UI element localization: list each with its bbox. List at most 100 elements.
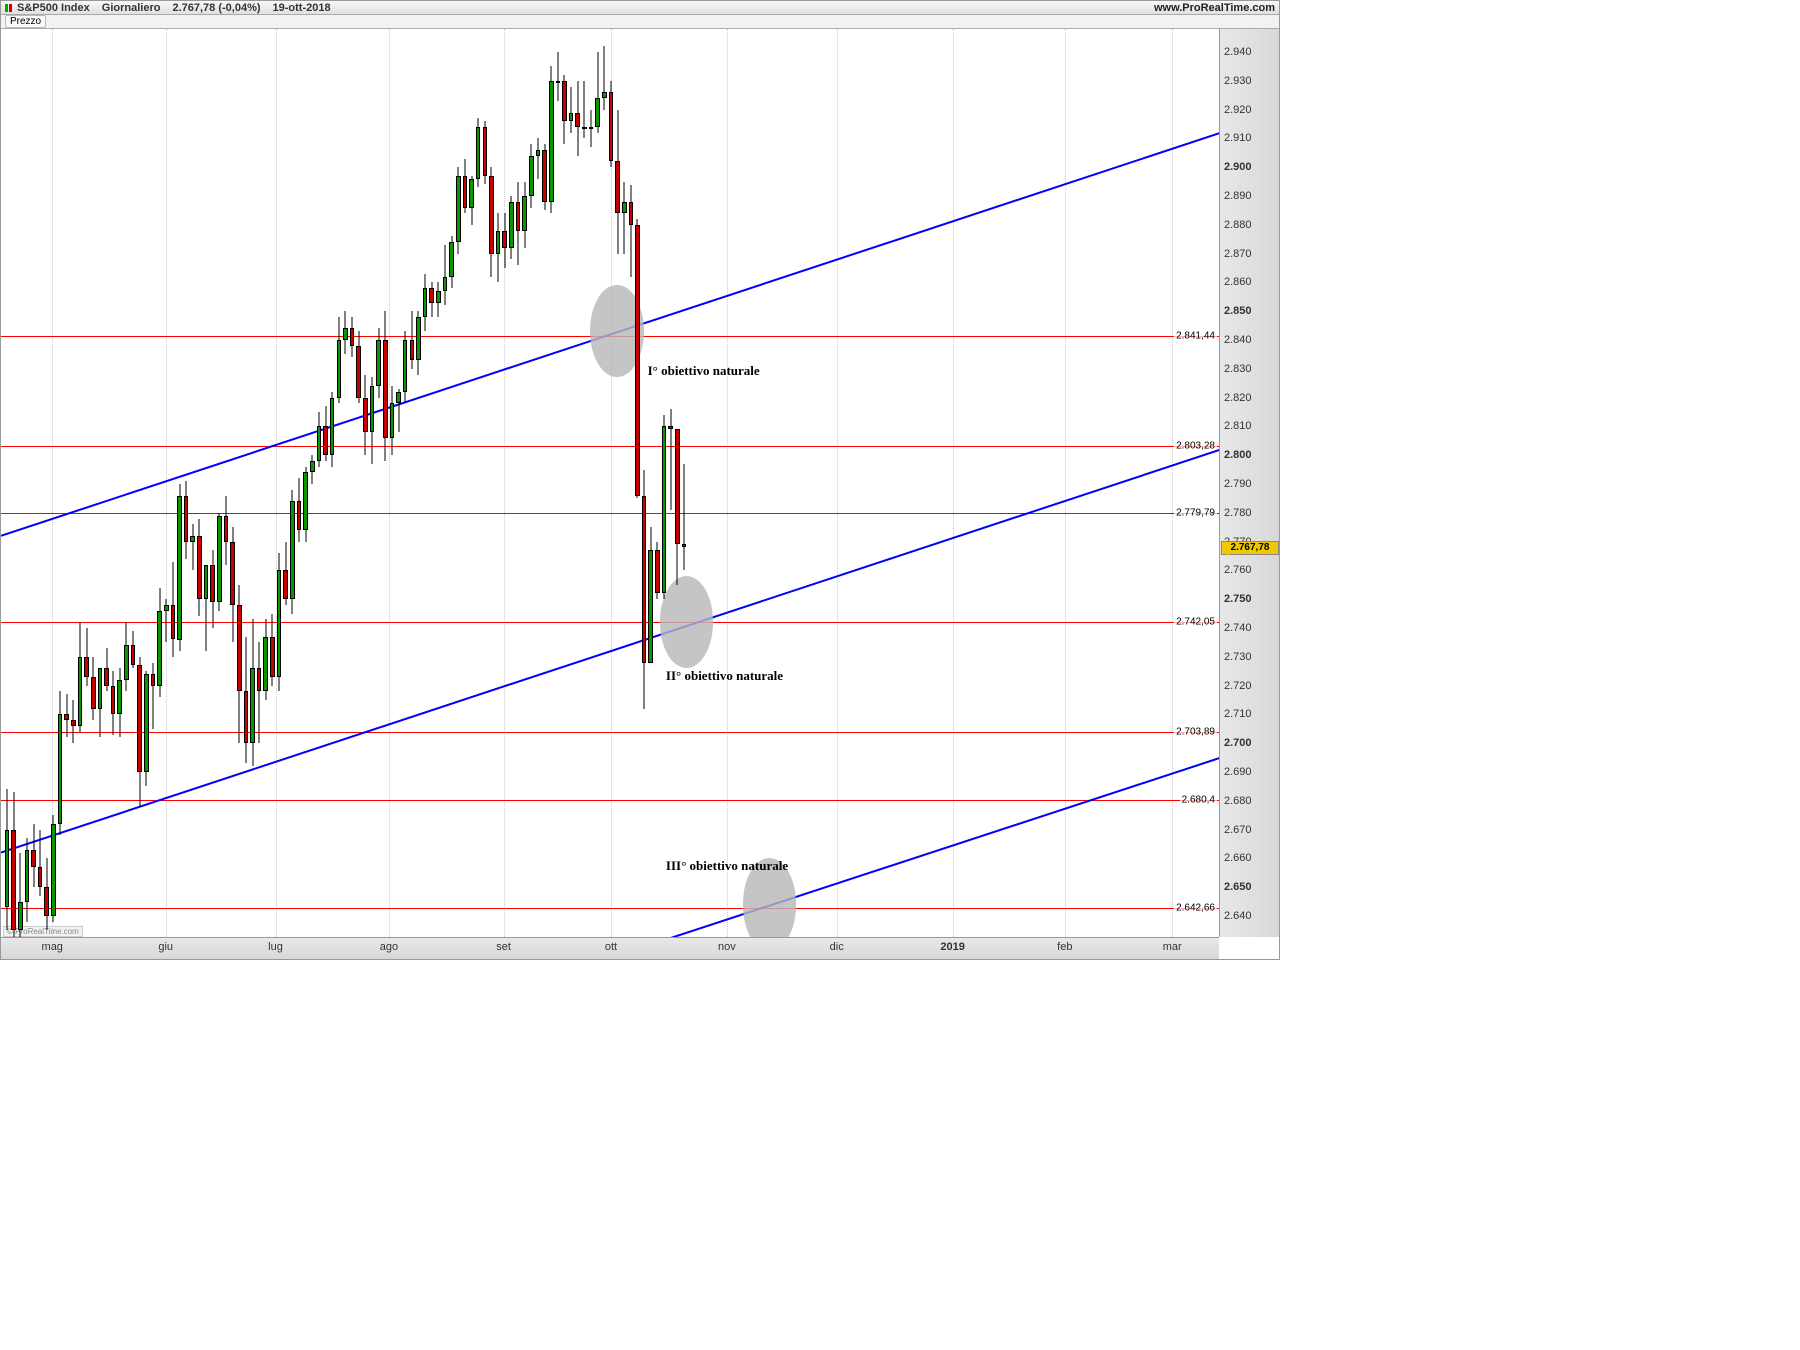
candlestick[interactable] [522, 29, 527, 937]
y-axis[interactable]: 2.9402.9302.9202.9102.9002.8902.8802.870… [1219, 29, 1279, 937]
candlestick[interactable] [383, 29, 388, 937]
candlestick[interactable] [257, 29, 262, 937]
candlestick[interactable] [668, 29, 673, 937]
candlestick[interactable] [376, 29, 381, 937]
candlestick[interactable] [595, 29, 600, 937]
candlestick[interactable] [675, 29, 680, 937]
candlestick[interactable] [575, 29, 580, 937]
candlestick[interactable] [31, 29, 36, 937]
candlestick[interactable] [549, 29, 554, 937]
candlestick[interactable] [615, 29, 620, 937]
candlestick[interactable] [429, 29, 434, 937]
candlestick[interactable] [582, 29, 587, 937]
candlestick[interactable] [237, 29, 242, 937]
candlestick[interactable] [536, 29, 541, 937]
candlestick[interactable] [443, 29, 448, 937]
candlestick[interactable] [117, 29, 122, 937]
candlestick[interactable] [356, 29, 361, 937]
candlestick[interactable] [283, 29, 288, 937]
candlestick[interactable] [317, 29, 322, 937]
candlestick[interactable] [662, 29, 667, 937]
candlestick[interactable] [197, 29, 202, 937]
candlestick[interactable] [18, 29, 23, 937]
candlestick[interactable] [629, 29, 634, 937]
candlestick[interactable] [370, 29, 375, 937]
candlestick[interactable] [84, 29, 89, 937]
candlestick[interactable] [456, 29, 461, 937]
candlestick[interactable] [38, 29, 43, 937]
candlestick[interactable] [642, 29, 647, 937]
candlestick[interactable] [44, 29, 49, 937]
candlestick[interactable] [98, 29, 103, 937]
candlestick[interactable] [217, 29, 222, 937]
candlestick[interactable] [290, 29, 295, 937]
candlestick[interactable] [157, 29, 162, 937]
candlestick[interactable] [190, 29, 195, 937]
candlestick[interactable] [25, 29, 30, 937]
candlestick[interactable] [476, 29, 481, 937]
candlestick[interactable] [562, 29, 567, 937]
candlestick[interactable] [469, 29, 474, 937]
candlestick[interactable] [410, 29, 415, 937]
candlestick[interactable] [635, 29, 640, 937]
chart-plot-area[interactable]: © ProRealTime.com 2.841,442.803,282.779,… [1, 29, 1219, 937]
candlestick[interactable] [11, 29, 16, 937]
candlestick[interactable] [171, 29, 176, 937]
candlestick[interactable] [303, 29, 308, 937]
candlestick[interactable] [71, 29, 76, 937]
candlestick[interactable] [569, 29, 574, 937]
candlestick[interactable] [423, 29, 428, 937]
candlestick[interactable] [483, 29, 488, 937]
candlestick[interactable] [270, 29, 275, 937]
candlestick[interactable] [177, 29, 182, 937]
candlestick[interactable] [151, 29, 156, 937]
candlestick[interactable] [184, 29, 189, 937]
candlestick[interactable] [137, 29, 142, 937]
candlestick[interactable] [224, 29, 229, 937]
candlestick[interactable] [502, 29, 507, 937]
candlestick[interactable] [343, 29, 348, 937]
candlestick[interactable] [204, 29, 209, 937]
candlestick[interactable] [436, 29, 441, 937]
candlestick[interactable] [622, 29, 627, 937]
candlestick[interactable] [529, 29, 534, 937]
candlestick[interactable] [78, 29, 83, 937]
candlestick[interactable] [489, 29, 494, 937]
candlestick[interactable] [390, 29, 395, 937]
candlestick[interactable] [104, 29, 109, 937]
candlestick[interactable] [337, 29, 342, 937]
candlestick[interactable] [5, 29, 10, 937]
candlestick[interactable] [682, 29, 687, 937]
candlestick[interactable] [609, 29, 614, 937]
candlestick[interactable] [556, 29, 561, 937]
candlestick[interactable] [648, 29, 653, 937]
candlestick[interactable] [244, 29, 249, 937]
candlestick[interactable] [131, 29, 136, 937]
candlestick[interactable] [542, 29, 547, 937]
candlestick[interactable] [210, 29, 215, 937]
candlestick[interactable] [416, 29, 421, 937]
candlestick[interactable] [330, 29, 335, 937]
candlestick[interactable] [111, 29, 116, 937]
candlestick[interactable] [496, 29, 501, 937]
candlestick[interactable] [310, 29, 315, 937]
candlestick[interactable] [64, 29, 69, 937]
candlestick[interactable] [516, 29, 521, 937]
candlestick[interactable] [297, 29, 302, 937]
candlestick[interactable] [91, 29, 96, 937]
candlestick[interactable] [589, 29, 594, 937]
candlestick[interactable] [363, 29, 368, 937]
candlestick[interactable] [164, 29, 169, 937]
x-axis[interactable]: maggiulugagosetottnovdic2019febmar [1, 937, 1219, 959]
candlestick[interactable] [230, 29, 235, 937]
candlestick[interactable] [509, 29, 514, 937]
candlestick[interactable] [277, 29, 282, 937]
candlestick[interactable] [449, 29, 454, 937]
candlestick[interactable] [51, 29, 56, 937]
candlestick[interactable] [655, 29, 660, 937]
candlestick[interactable] [263, 29, 268, 937]
candlestick[interactable] [58, 29, 63, 937]
candlestick[interactable] [350, 29, 355, 937]
candlestick[interactable] [323, 29, 328, 937]
candlestick[interactable] [250, 29, 255, 937]
